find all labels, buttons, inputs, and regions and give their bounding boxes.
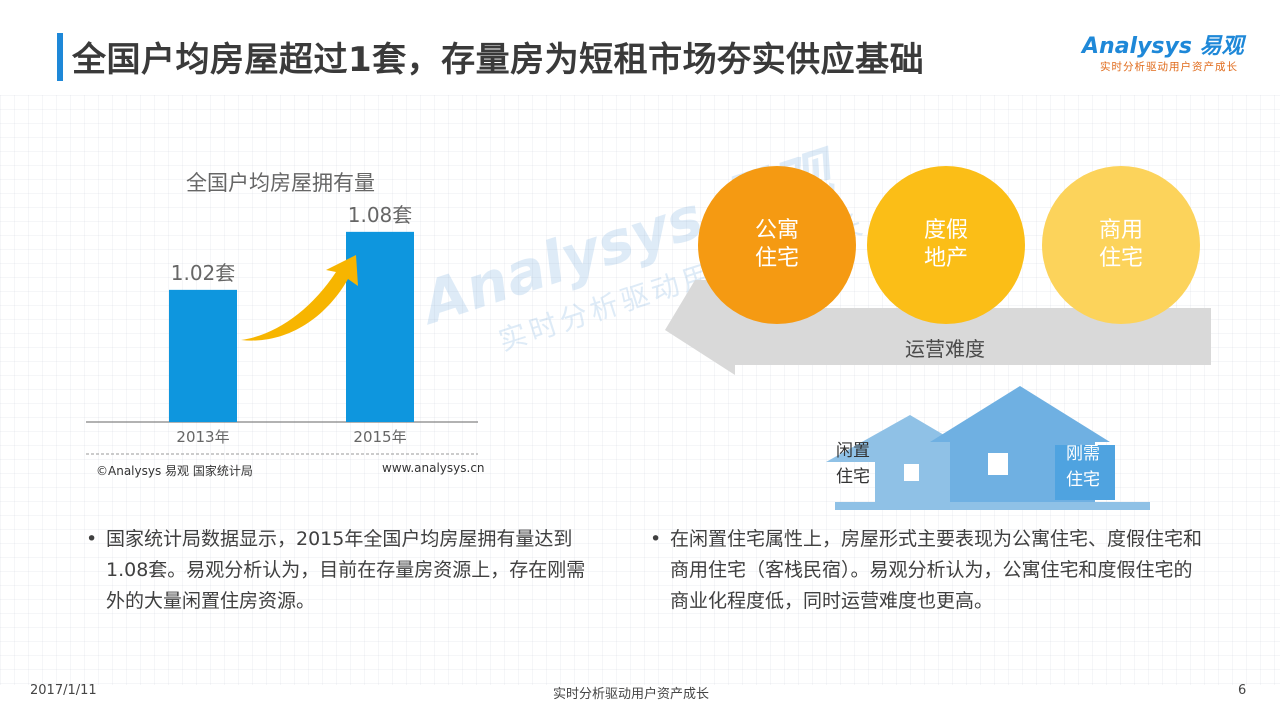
page-number: 6 [1238, 683, 1247, 698]
rigid-demand-housing-label: 刚需 住宅 [1066, 444, 1100, 490]
x-tick-label-1: 2015年 [353, 428, 406, 446]
right-house-window [988, 453, 1008, 475]
house-illustration [826, 386, 1150, 510]
logo-main-text: Analysys 易观 [1082, 34, 1244, 59]
footer-tagline: 实时分析驱动用户资产成长 [553, 687, 710, 702]
chart-title: 全国户均房屋拥有量 [186, 171, 375, 195]
left-house-window [904, 464, 919, 481]
circle-commercial-label: 商用 住宅 [1098, 218, 1143, 271]
bar-1 [346, 231, 414, 422]
chart-url: www.analysys.cn [382, 461, 485, 475]
analysys-logo: Analysys 易观 实时分析驱动用户资产成长 [1082, 28, 1254, 88]
chart-source: ©Analysys 易观 国家统计局 [96, 463, 253, 478]
door-block [1055, 445, 1115, 500]
difficulty-arrow-shape [665, 280, 1211, 375]
circle-apartment-label: 公寓 住宅 [754, 218, 799, 271]
circle-resort: 度假 地产 [867, 166, 1025, 324]
ground-line [835, 502, 1150, 510]
page-title: 全国户均房屋超过1套，存量房为短租市场夯实供应基础 [72, 40, 925, 80]
chart-svg: 全国户均房屋拥有量 1.02套 2013年 1.08套 2015年 ©Analysys… [86, 171, 485, 478]
x-tick-label-0: 2013年 [176, 428, 229, 446]
bullet-dot: • [86, 528, 98, 550]
bullet-left-text: 国家统计局数据显示，2015年全国户均房屋拥有量达到1.08套。易观分析认为，目… [106, 528, 586, 612]
right-roof [930, 386, 1110, 442]
bar-value-label-0: 1.02套 [171, 261, 236, 285]
logo-tagline: 实时分析驱动用户资产成长 [1100, 61, 1238, 73]
bullet-right-text: 在闲置住宅属性上，房屋形式主要表现为公寓住宅、度假住宅和商用住宅（客栈民宿）。易… [670, 528, 1203, 612]
idle-housing-label: 闲置 住宅 [836, 441, 870, 487]
bullet-dot: • [650, 528, 662, 550]
growth-arrow [241, 255, 358, 341]
bar-value-label-1: 1.08套 [348, 203, 413, 227]
house-ownership-chart: 全国户均房屋拥有量 1.02套 2013年 1.08套 2015年 ©Analysys… [86, 160, 486, 490]
circle-resort-label: 度假 地产 [923, 218, 968, 271]
title-accent-bar [57, 33, 63, 81]
difficulty-label: 运营难度 [905, 337, 985, 361]
bullet-left: • 国家统计局数据显示，2015年全国户均房屋拥有量达到1.08套。易观分析认为… [86, 524, 586, 617]
footer-date: 2017/1/11 [30, 683, 97, 698]
circle-apartment: 公寓 住宅 [698, 166, 856, 324]
circle-commercial: 商用 住宅 [1042, 166, 1200, 324]
bullet-right: • 在闲置住宅属性上，房屋形式主要表现为公寓住宅、度假住宅和商用住宅（客栈民宿）… [650, 524, 1210, 617]
difficulty-arrow [665, 280, 1211, 375]
bar-0 [169, 289, 237, 422]
